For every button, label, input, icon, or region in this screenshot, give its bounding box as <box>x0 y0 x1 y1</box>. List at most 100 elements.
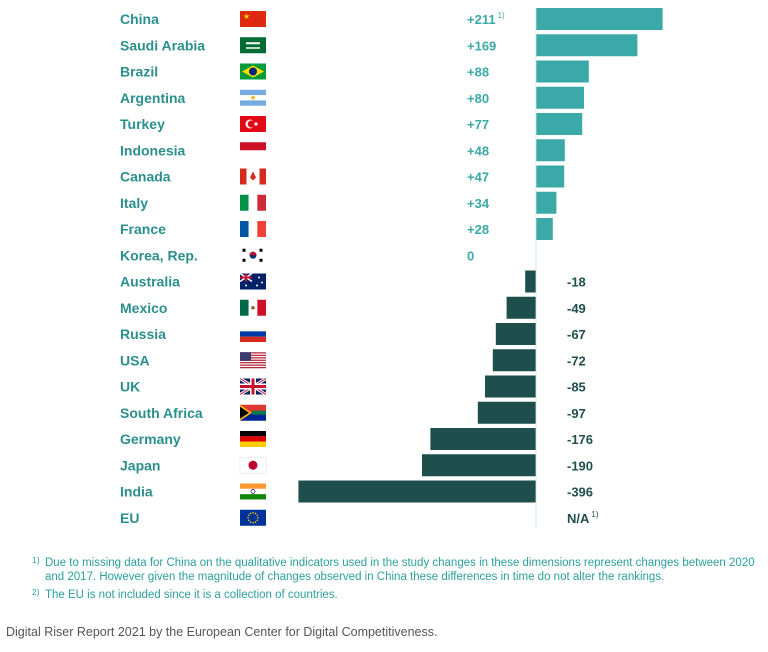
country-label: EU <box>120 510 139 526</box>
data-label: N/A 1) <box>567 510 599 526</box>
footnote-2-text: The EU is not included since it is a col… <box>45 589 338 601</box>
data-label: +169 <box>467 38 496 53</box>
country-label: Canada <box>120 169 171 185</box>
bar-chart: China ★ +211 1) Saudi Arabia +169 Brazil +88 Arg… <box>120 8 663 529</box>
data-label: -396 <box>567 485 593 500</box>
data-label: -67 <box>567 327 586 342</box>
turkey-flag-icon <box>240 116 266 132</box>
canada-flag-icon <box>240 168 266 185</box>
eu-flag-icon <box>240 509 266 526</box>
bar <box>536 86 584 109</box>
bar <box>506 296 536 319</box>
germany-flag-icon <box>240 431 266 447</box>
footnote-1: 1) Due to missing data for China on the … <box>32 555 762 584</box>
saudi-arabia-flag-icon <box>240 37 266 54</box>
row-korea-rep: Korea, Rep. 0 <box>120 247 474 264</box>
data-label: 0 <box>467 248 474 263</box>
argentina-flag-icon <box>240 89 266 106</box>
india-flag-icon <box>240 483 266 500</box>
row-italy: Italy +34 <box>120 191 557 214</box>
row-australia: Australia -18 <box>120 270 586 293</box>
bar <box>536 191 557 214</box>
footnote-2: 2) The EU is not included since it is a … <box>32 587 762 602</box>
korea-flag-icon <box>240 247 266 264</box>
bar <box>536 34 638 57</box>
footnote-1-text: Due to missing data for China on the qua… <box>45 557 755 583</box>
bar <box>477 401 536 424</box>
data-label: +77 <box>467 117 489 132</box>
country-label: Indonesia <box>120 142 186 158</box>
country-label: Australia <box>120 274 180 290</box>
row-uk: UK -85 <box>120 375 586 398</box>
bar <box>536 139 565 162</box>
country-label: Korea, Rep. <box>120 247 198 263</box>
south-africa-flag-icon <box>240 404 266 421</box>
data-label: +47 <box>467 170 489 185</box>
bar <box>536 8 663 30</box>
row-china: China ★ +211 1) <box>120 8 663 30</box>
row-india: India -396 <box>120 480 593 503</box>
data-label: +28 <box>467 222 489 237</box>
row-usa: USA -72 <box>120 349 586 372</box>
data-label: -85 <box>567 380 586 395</box>
row-brazil: Brazil +88 <box>120 60 589 83</box>
row-turkey: Turkey +77 <box>120 113 583 135</box>
bar <box>492 349 536 372</box>
country-label: Argentina <box>120 90 186 106</box>
data-label: -18 <box>567 275 586 290</box>
bar <box>536 113 583 135</box>
footnotes: 1) Due to missing data for China on the … <box>32 555 762 606</box>
data-label: -176 <box>567 432 593 447</box>
japan-flag-icon <box>239 457 267 474</box>
footnote-2-mark: 2) <box>32 587 40 597</box>
china-flag-icon: ★ <box>240 11 266 27</box>
caption: Digital Riser Report 2021 by the Europea… <box>6 625 438 639</box>
data-label: +48 <box>467 143 489 158</box>
row-mexico: Mexico -49 <box>120 296 586 319</box>
footnote-1-mark: 1) <box>32 555 40 565</box>
brazil-flag-icon <box>240 63 266 80</box>
france-flag-icon <box>240 221 266 237</box>
country-label: Brazil <box>120 64 158 80</box>
row-eu: EU N/A 1) <box>120 509 599 526</box>
bar <box>536 60 589 83</box>
bar <box>536 218 553 240</box>
data-label: +88 <box>467 65 489 80</box>
country-label: Mexico <box>120 300 167 316</box>
row-russia: Russia -67 <box>120 323 586 345</box>
mexico-flag-icon <box>240 299 266 316</box>
row-indonesia: Indonesia +48 <box>120 139 565 162</box>
country-label: USA <box>120 352 150 368</box>
country-label: China <box>120 11 159 27</box>
data-label: +80 <box>467 91 489 106</box>
svg-text:★: ★ <box>243 12 250 21</box>
country-label: India <box>120 484 153 500</box>
row-canada: Canada +47 <box>120 165 565 188</box>
uk-flag-icon <box>239 377 267 396</box>
row-argentina: Argentina +80 <box>120 86 584 109</box>
data-label: -49 <box>567 301 586 316</box>
country-label: Turkey <box>120 116 165 132</box>
bar <box>485 375 536 398</box>
bar <box>495 323 536 345</box>
australia-flag-icon <box>239 272 266 290</box>
row-saudi-arabia: Saudi Arabia +169 <box>120 34 638 57</box>
country-label: France <box>120 221 166 237</box>
data-label: +211 1) <box>467 11 505 27</box>
data-label: -72 <box>567 353 586 368</box>
bar <box>298 480 536 503</box>
data-label: +34 <box>467 196 490 211</box>
indonesia-flag-icon <box>240 142 266 159</box>
country-label: Saudi Arabia <box>120 37 205 53</box>
bar <box>430 428 536 450</box>
country-label: UK <box>120 379 140 395</box>
italy-flag-icon <box>240 194 266 211</box>
country-label: Russia <box>120 326 166 342</box>
usa-flag-icon <box>240 352 266 369</box>
row-south-africa: South Africa -97 <box>120 401 586 424</box>
country-label: South Africa <box>120 405 203 421</box>
russia-flag-icon <box>240 326 266 342</box>
data-label: -190 <box>567 458 593 473</box>
row-japan: Japan -190 <box>120 454 593 477</box>
bar <box>422 454 536 477</box>
